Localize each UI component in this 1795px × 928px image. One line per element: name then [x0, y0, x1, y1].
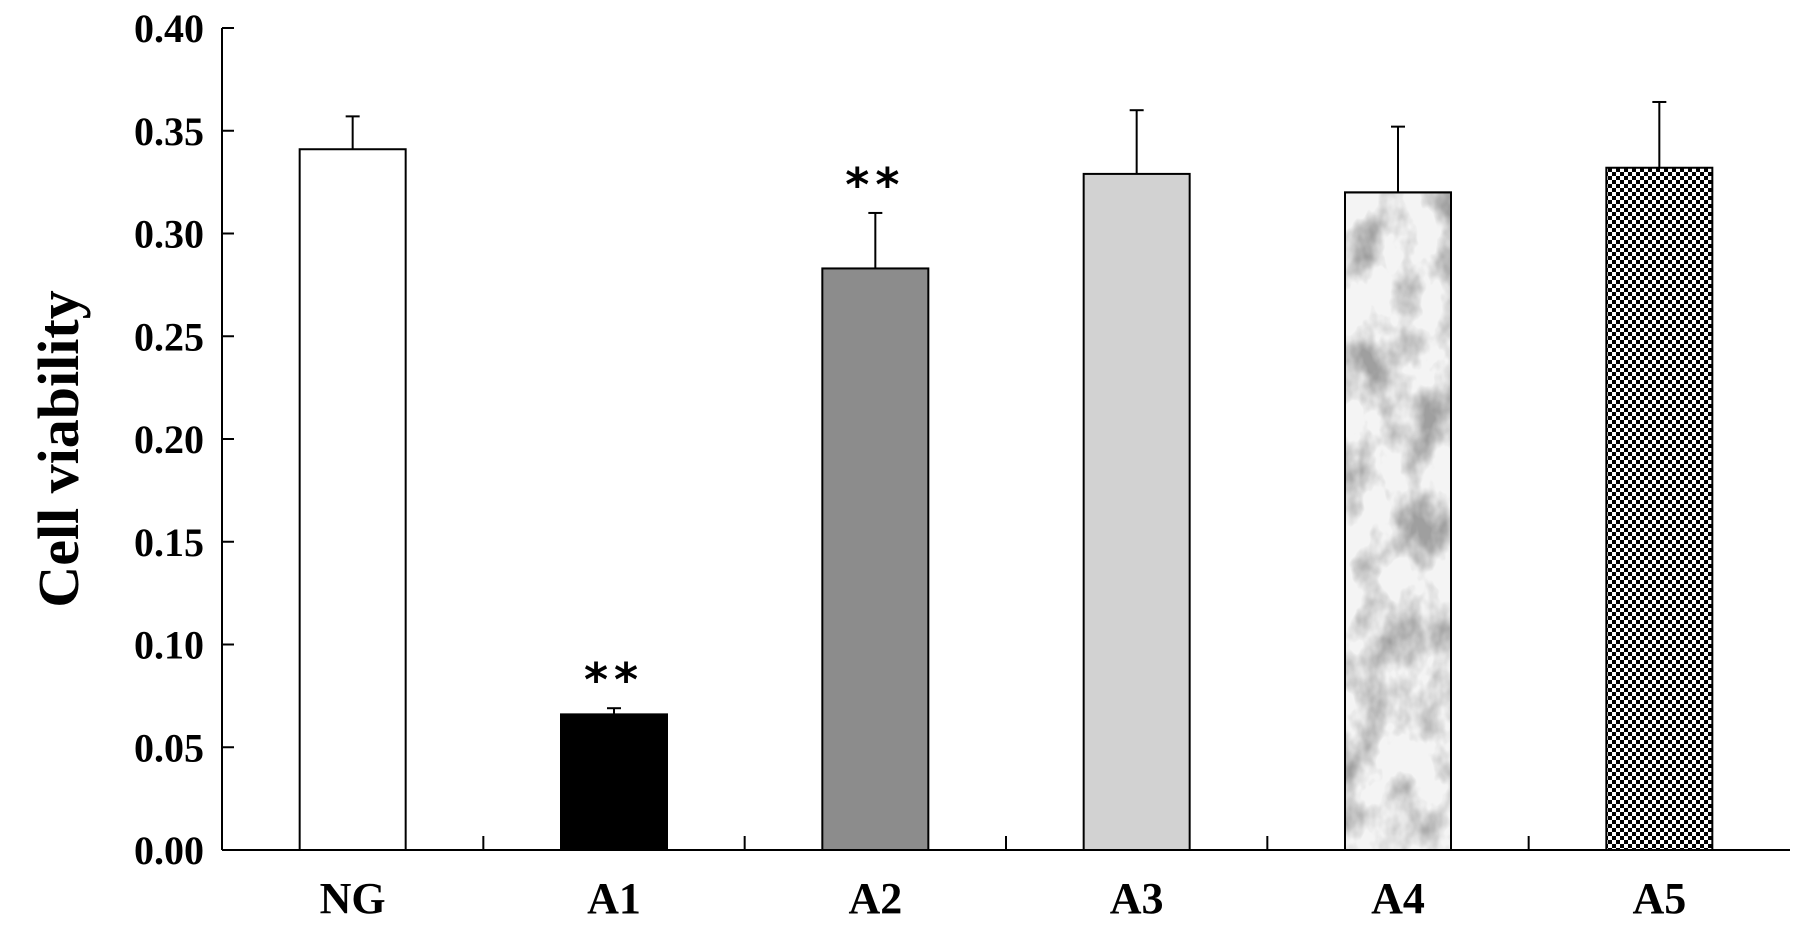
x-tick-label: NG	[320, 874, 386, 923]
significance-label: **	[845, 158, 905, 212]
y-tick-label: 0.15	[134, 520, 204, 565]
y-axis-title: Cell viability	[26, 290, 91, 607]
significance-label: **	[584, 653, 644, 707]
bar-a2	[821, 267, 930, 851]
labels: 0.00 0.05 0.10 0.15 0.20 0.25 0.30 0.35 0.40 NG **…	[26, 6, 1686, 923]
y-tick-label: 0.30	[134, 212, 204, 257]
y-tick-label: 0.00	[134, 828, 204, 873]
y-tick-label: 0.05	[134, 725, 204, 770]
y-tick-label: 0.35	[134, 109, 204, 154]
y-tick-label: 0.20	[134, 417, 204, 462]
y-tick-label: 0.10	[134, 623, 204, 668]
bar-a1	[560, 713, 668, 851]
x-tick-label: A2	[848, 874, 902, 923]
bar-ng	[298, 148, 407, 851]
bars	[298, 100, 1714, 852]
x-tick-label: A4	[1371, 874, 1425, 923]
y-tick-label: 0.25	[134, 314, 204, 359]
y-tick-label: 0.40	[134, 6, 204, 51]
x-tick-label: A1	[587, 874, 641, 923]
x-tick-label: A3	[1110, 874, 1164, 923]
bar-a3	[1082, 172, 1191, 851]
axes	[221, 27, 1790, 851]
x-tick-label: A5	[1632, 874, 1686, 923]
bar-texture	[1346, 193, 1450, 849]
bar-a5	[1605, 166, 1714, 852]
